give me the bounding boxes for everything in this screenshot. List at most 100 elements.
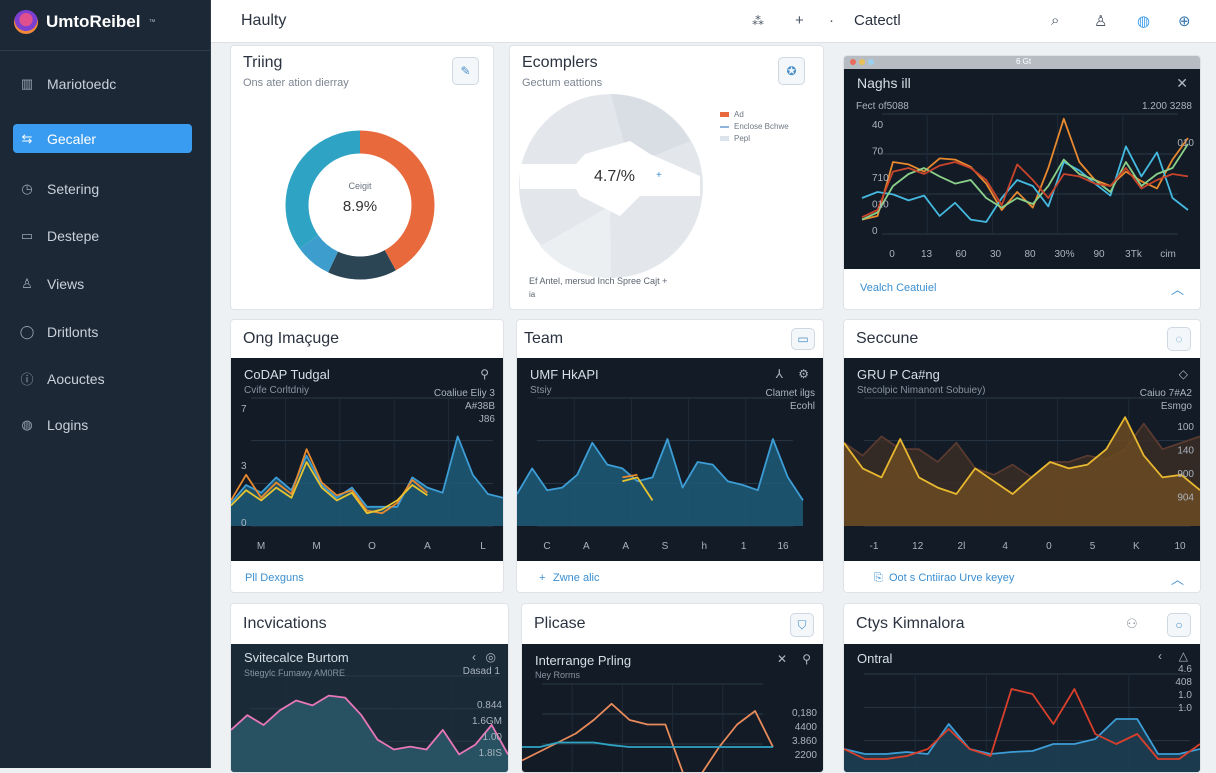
y-tick-label-right: 1.6GM [472,716,502,727]
donut-slice [285,130,435,280]
card-title: Team [524,330,564,347]
y-tick-label: 70 [872,147,884,158]
series-line-3 [861,161,1189,219]
person-icon[interactable]: ⅄ [775,367,783,381]
plus-icon: + [656,170,662,181]
x-tick-label: 60 [955,249,967,260]
legend-item: Pepl [720,134,750,143]
chevron-up-icon[interactable]: ︿ [1170,282,1184,297]
chart-panel: -1 12 2l 4 0 5 K 10 100 140 900 904 Caiuo 7#A2 Esmgo … [844,358,1200,561]
monitor-icon: ▭ [20,227,34,243]
share-icon[interactable]: ⚇ [1126,616,1138,631]
plus-icon[interactable]: + [539,572,546,584]
footer-link[interactable]: Vealch Ceatuiel [860,282,937,294]
chart-subtitle: Ney Rorms [535,670,581,680]
area-chart-invocations: 0.844 1.6GM 1.00 1.8IS Dasad 1 [231,666,508,772]
sidebar-item-aocuctes[interactable]: ⓘ Aocuctes [13,364,192,393]
close-icon[interactable]: ✕ [776,652,787,666]
edit-icon-button[interactable]: ✎ [452,57,479,85]
sidebar-item-mariotoedc[interactable]: ▥ Mariotoedc [13,69,192,98]
y-tick-label-right: 1.00 [483,732,503,743]
close-dot[interactable] [850,59,856,65]
chart-panel: 0.844 1.6GM 1.00 1.8IS Dasad 1 Svitecalce Bu… [231,644,508,772]
sidebar-item-gecaler[interactable]: ⇆ Gecaler [13,124,192,153]
card-ong: Ong Imaçuge M M O A L 7 3 0 Coaliue Eliy 3 A#38B J… [230,319,504,593]
footer-link[interactable]: Zwne alic [553,572,600,584]
x-tick-label: 10 [1174,541,1186,552]
warning-icon[interactable]: △ [1178,649,1188,663]
clock-icon: ◷ [21,180,33,196]
chart-title: Ontral [857,651,893,666]
minimize-icon-button[interactable]: ▭ [791,328,815,350]
card-subtitle: Gectum eattions [522,77,603,89]
category-selector[interactable]: Catectl [854,12,901,29]
series-area-0 [844,719,1200,772]
sidebar-item-label: Aocuctes [47,370,105,387]
top-header: Haulty ⁂ + · Catectl ⌕ ♙ ◍ ⊕ [211,0,1216,43]
chevron-left-icon[interactable]: ‹ [1158,649,1162,663]
card-title: Triing [243,54,283,71]
legend-label: Enclose Bchwe [734,122,789,131]
gear-icon[interactable]: ⚙ [798,367,809,381]
x-tick-label: -1 [870,541,879,552]
series-line-1 [622,473,638,479]
chart-annotation: A#38B [465,401,495,412]
sidebar: UmtoReibel ™ ▥ Mariotoedc ⇆ Gecaler ◷ Seteri… [0,0,211,768]
export-icon[interactable]: ⎘ [874,572,883,584]
series-line-0 [517,438,804,501]
card-ctys: Ctys Kimnalora ⚇ ○ 4.6 408 1.0 1.0 Ontral ‹… [843,603,1201,773]
x-tick-label: C [543,541,550,552]
y-tick-label: 0 [241,518,247,529]
badge-icon-button[interactable]: ✪ [778,57,805,85]
minimize-dot[interactable] [859,59,865,65]
y-tick-label-right: 900 [1177,469,1194,480]
donut-center-label: Ceigit [348,181,372,191]
circle-icon-button[interactable]: ○ [1167,613,1191,637]
search-icon[interactable]: ⌕ [1051,12,1060,29]
zoom-icon[interactable]: ⊕ [1178,13,1191,30]
y-tick-label: 710 [872,173,889,184]
grid-icon[interactable]: ⁂ [752,14,764,28]
globe-icon[interactable]: ◍ [1137,13,1151,30]
add-button[interactable]: + [795,12,804,29]
chart-annotation: 1.0 [1178,690,1192,701]
x-tick-label: 3Tk [1125,249,1143,260]
close-icon[interactable]: ✕ [1176,75,1188,91]
series-line-1 [844,416,1200,495]
chevron-up-icon[interactable]: ︿ [1170,572,1184,587]
x-tick-label: 16 [777,541,789,552]
chevron-left-icon[interactable]: ‹ [472,650,476,664]
chart-subtitle: Stsiy [530,385,552,396]
sidebar-item-setering[interactable]: ◷ Setering [13,174,192,203]
maximize-dot[interactable] [868,59,874,65]
sidebar-item-logins[interactable]: ◍ Logins [13,410,192,439]
sidebar-item-label: Views [47,275,85,292]
chart-subtitle: Stecolpic Nimanont Sobuiey) [857,385,986,396]
card-footnote: ia [529,290,536,299]
app-logo[interactable]: UmtoReibel ™ [14,10,155,34]
sidebar-item-views[interactable]: ♙ Views [13,269,192,298]
sidebar-item-destepe[interactable]: ▭ Destepe [13,221,192,250]
window-label: 6 Gt [1016,57,1032,66]
sidebar-item-dritlonts[interactable]: ◯ Dritlonts [13,317,192,346]
user-icon[interactable]: ♙ [1094,13,1108,30]
footer-link[interactable]: Oot s Cntiirao Urve keyey [889,572,1015,584]
y-tick-label: 3 [241,461,247,472]
shield-icon-button[interactable]: ⛉ [790,613,814,637]
chart-annotation: Coaliue Eliy 3 [434,388,496,399]
chart-subtitle: Stiegylc Fumawy AM0RE [244,668,346,678]
diamond-icon[interactable]: ◇ [1178,367,1188,381]
x-tick-label: 5 [1090,541,1096,552]
x-tick-label: 80 [1024,249,1036,260]
pin-icon[interactable]: ⚲ [802,652,811,666]
settings-icon[interactable]: ◎ [485,650,496,664]
chart-annotation: Dasad 1 [463,666,501,677]
x-tick-label: 13 [921,249,933,260]
card-title: Ctys Kimnalora [856,615,965,632]
footer-link[interactable]: Pll Dexguns [245,572,304,584]
donut-chart [285,130,435,280]
chart-annotation: 408 [1175,677,1192,688]
chart-annotation: Clamet ilgs [766,388,815,399]
comment-icon-button[interactable]: ◌ [1167,327,1191,351]
pin-icon[interactable]: ⚲ [480,367,489,381]
